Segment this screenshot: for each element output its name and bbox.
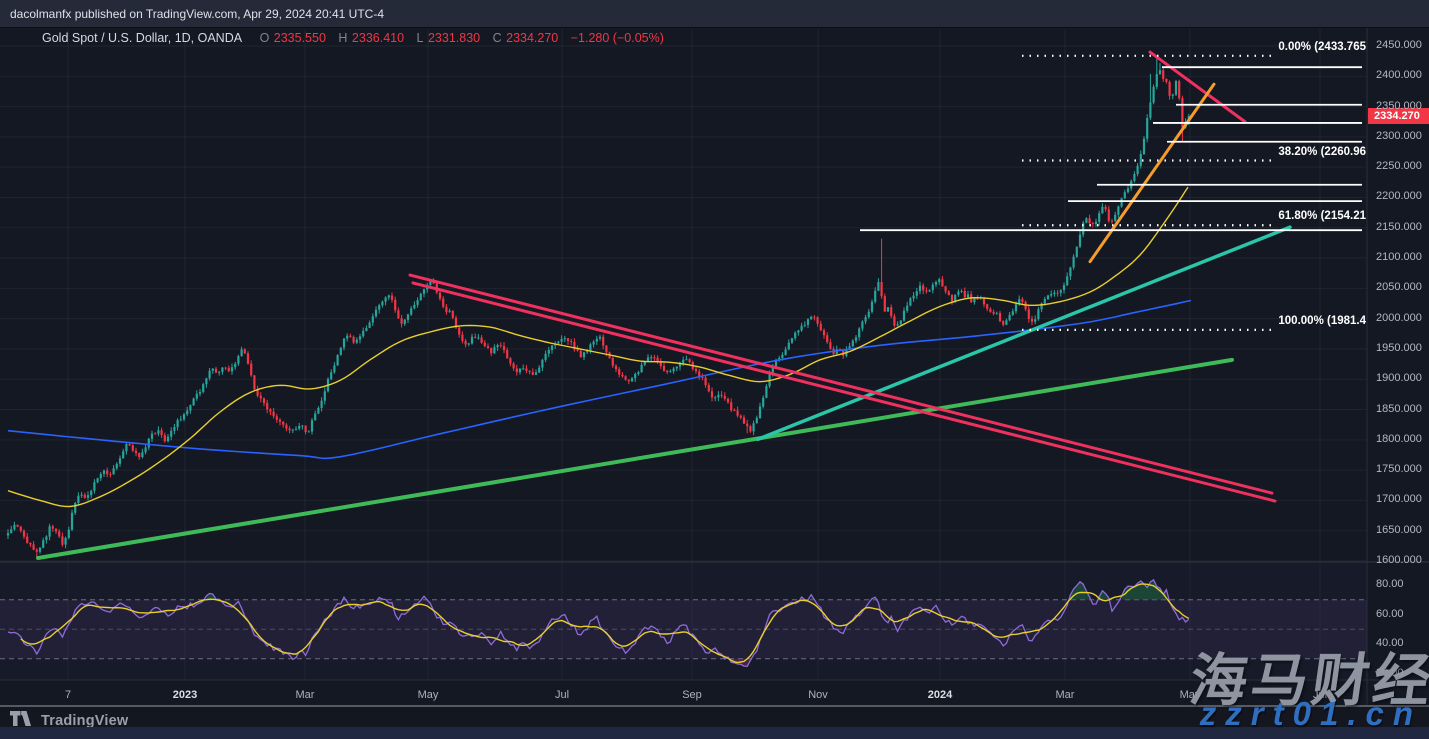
publish-info-text: dacolmanfx published on TradingView.com,… — [10, 7, 385, 21]
tradingview-logo-icon — [10, 711, 34, 731]
pink-channel-upper — [408, 273, 1274, 495]
time-tick: 7 — [64, 689, 72, 701]
main-price-pane — [6, 50, 1362, 560]
price-tick: 2400.000 — [1376, 69, 1422, 82]
price-tick: 2450.000 — [1376, 39, 1422, 51]
time-tick: May — [1179, 689, 1201, 701]
teal-support — [756, 225, 1292, 441]
pink-peak-breakdown — [1148, 50, 1247, 124]
publish-info-bar: dacolmanfx published on TradingView.com,… — [0, 0, 1429, 28]
rsi-overbought-fill — [206, 579, 1167, 600]
ma-slow-blue-line — [7, 299, 1192, 460]
time-axis[interactable]: 7 2023 Mar May Jul Sep Nov 2024 Mar May Jul — [0, 681, 1367, 706]
rsi-tick: 80.00 — [1376, 578, 1404, 590]
price-tick: 1650.000 — [1376, 523, 1422, 536]
price-tick: 1700.000 — [1376, 493, 1422, 506]
price-tick: 2150.000 — [1376, 220, 1422, 233]
rsi-pane — [0, 578, 1367, 667]
grid-lines — [0, 29, 1367, 680]
time-tick: Mar — [295, 689, 315, 701]
price-axis[interactable]: 2334.270 2450.000 2400.000 2350.000 2300.00… — [1368, 0, 1429, 706]
rsi-tick: 60.00 — [1376, 607, 1404, 620]
fib-label: 38.20% (2260.96 — [1278, 145, 1366, 158]
price-tick: 2350.000 — [1376, 99, 1422, 112]
low-label: L — [416, 31, 424, 45]
time-tick: Sep — [682, 689, 702, 701]
pink-channel-lower — [411, 281, 1277, 503]
watermark-url-text: zzrt01.cn — [1199, 695, 1422, 732]
price-tick: 1750.000 — [1376, 463, 1422, 476]
bottom-strip — [0, 727, 1429, 739]
rsi-tick: 20.00 — [1376, 666, 1404, 679]
close-value: 2334.270 — [506, 31, 559, 45]
green-long-support — [36, 357, 1234, 560]
price-tick: 1800.000 — [1376, 432, 1422, 445]
low-value: 2331.830 — [427, 31, 481, 45]
price-tick: 2050.000 — [1376, 281, 1422, 294]
price-tick: 2200.000 — [1376, 190, 1422, 203]
open-value: 2335.550 — [273, 31, 326, 45]
orange-steep-support — [1088, 82, 1216, 264]
price-tick: 2300.000 — [1376, 129, 1422, 142]
candle-bodies-down — [16, 70, 1184, 552]
change-value: −1.280 (−0.05%) — [570, 31, 664, 45]
time-tick: May — [417, 689, 439, 701]
tradingview-brand[interactable]: TradingView — [10, 711, 128, 731]
price-tick: 2000.000 — [1376, 311, 1422, 324]
tradingview-wordmark: TradingView — [41, 713, 129, 729]
footer-bar: TradingView — [0, 707, 1429, 739]
candle-wicks-down — [17, 68, 1183, 558]
price-tick: 1600.000 — [1376, 554, 1422, 566]
time-tick: 2023 — [172, 689, 198, 701]
high-label: H — [338, 31, 348, 45]
price-tick: 2250.000 — [1376, 160, 1422, 173]
fib-label: 61.80% (2154.21 — [1278, 210, 1366, 223]
symbol-legend[interactable]: Gold Spot / U.S. Dollar, 1D, OANDA O 233… — [42, 31, 664, 45]
open-label: O — [259, 31, 270, 45]
time-tick: Jul — [554, 689, 570, 701]
close-label: C — [492, 31, 502, 45]
price-tick: 1850.000 — [1376, 402, 1422, 415]
fib-label: 100.00% (1981.4 — [1278, 314, 1366, 327]
rsi-ma-line — [20, 583, 1190, 664]
last-price-badge: 2334.270 — [1368, 108, 1429, 125]
fib-label: 0.00% (2433.765 — [1278, 40, 1366, 53]
time-tick: Jul — [1312, 689, 1328, 701]
ma-fast-yellow-line — [7, 186, 1189, 508]
price-tick: 1950.000 — [1376, 341, 1422, 354]
price-tick: 2100.000 — [1376, 251, 1422, 264]
time-tick: 2024 — [927, 689, 953, 701]
high-value: 2336.410 — [351, 31, 405, 45]
time-tick: Mar — [1055, 689, 1075, 701]
price-tick: 1900.000 — [1376, 372, 1422, 385]
rsi-tick: 40.00 — [1376, 637, 1404, 649]
symbol-name[interactable]: Gold Spot / U.S. Dollar, 1D, OANDA — [42, 31, 243, 45]
rsi-band — [0, 599, 1367, 659]
time-tick: Nov — [808, 689, 828, 701]
